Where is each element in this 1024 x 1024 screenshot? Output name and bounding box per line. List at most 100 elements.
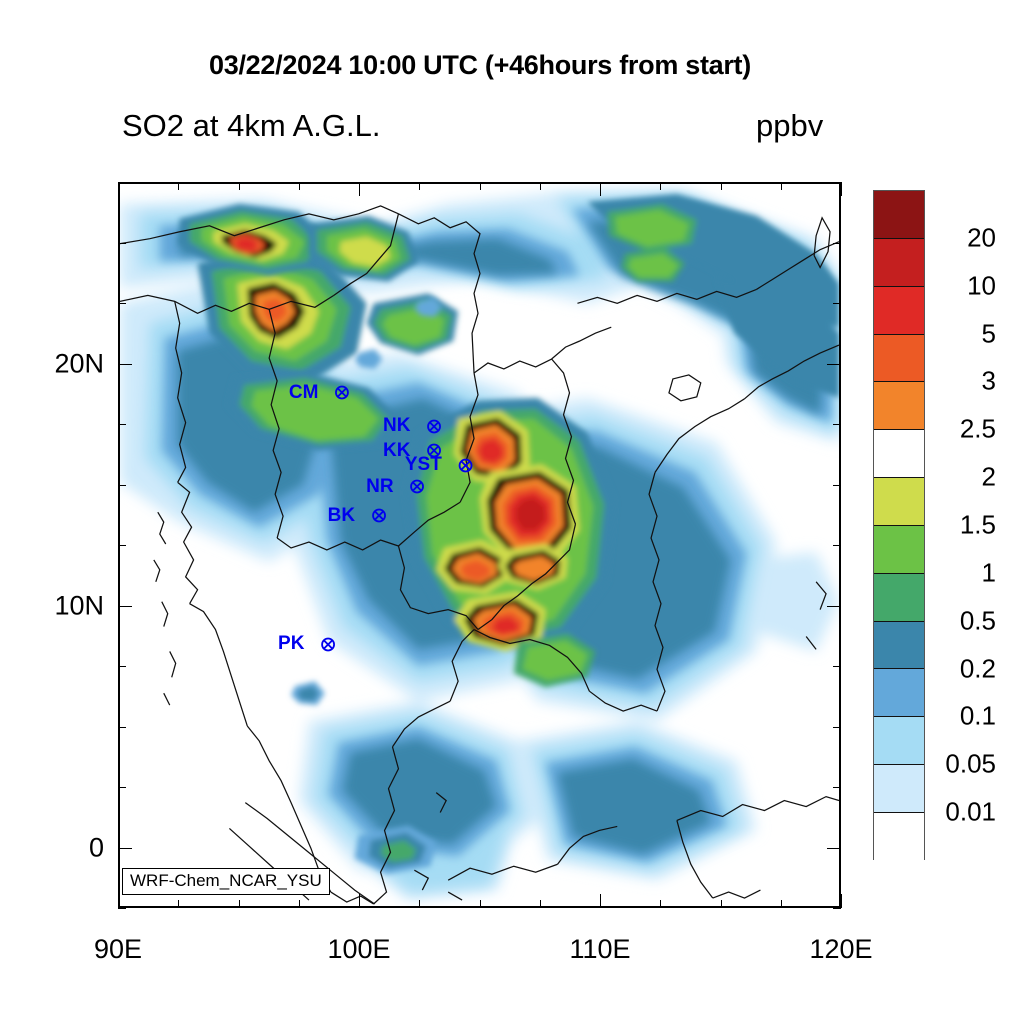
colorbar-tick-label: 10 [967, 270, 996, 301]
tick-mark [118, 243, 126, 244]
colorbar-tick-label: 2.5 [959, 413, 996, 444]
station-label: BK [327, 504, 356, 526]
station-label: KK [383, 439, 411, 461]
tick-mark [841, 894, 842, 908]
so2-contour-map [120, 188, 839, 905]
page-title: 03/22/2024 10:00 UTC (+46hours from star… [209, 50, 751, 80]
tick-mark [833, 908, 841, 909]
coastlines [120, 205, 839, 905]
crossed-circle-icon [410, 479, 425, 494]
plume-myanmar-north [177, 203, 329, 276]
tick-mark [359, 894, 360, 908]
colorbar-cell [874, 382, 924, 431]
plume-myanmar-south-arm [227, 370, 399, 451]
plume-minor-spots [291, 297, 443, 706]
tick-mark [178, 182, 179, 190]
colorbar-cell [874, 478, 924, 526]
colorbar-cell [874, 669, 924, 718]
station-marker-bk[interactable]: BK [327, 504, 386, 527]
crossed-circle-icon [320, 637, 335, 652]
colorbar-tick-label: 2 [981, 461, 996, 492]
station-marker-yst[interactable]: YST [404, 454, 473, 476]
tick-mark [118, 182, 119, 196]
tick-mark [540, 900, 541, 908]
tick-mark [833, 545, 841, 546]
tick-mark [540, 182, 541, 190]
tick-mark [239, 182, 240, 190]
station-label: NR [366, 475, 394, 497]
station-marker-cm[interactable]: CM [288, 381, 349, 404]
tick-mark [299, 182, 300, 190]
station-label: YST [404, 454, 442, 476]
tick-mark [299, 900, 300, 908]
plume-myanmar [197, 245, 367, 383]
crossed-circle-icon [426, 443, 441, 458]
crossed-circle-icon [334, 385, 349, 400]
station-marker-pk[interactable]: PK [278, 633, 335, 655]
tick-mark [118, 545, 126, 546]
tick-mark [721, 182, 722, 190]
station-marker-nr[interactable]: NR [366, 475, 425, 498]
tick-mark [118, 303, 126, 304]
tick-mark [833, 666, 841, 667]
tick-mark [118, 424, 126, 425]
tick-mark [118, 182, 126, 183]
tick-mark [118, 894, 119, 908]
colorbar-cell [874, 717, 924, 766]
crossed-circle-icon [371, 508, 386, 523]
tick-mark [833, 243, 841, 244]
tick-mark [480, 182, 481, 190]
x-tick-label: 100E [327, 934, 391, 964]
station-label: PK [278, 633, 305, 655]
station-marker-nk[interactable]: NK [383, 415, 441, 437]
unit-label: ppbv [756, 108, 824, 143]
tick-mark [600, 182, 601, 196]
tick-mark [833, 303, 841, 304]
tick-mark [118, 848, 132, 849]
tick-mark [600, 894, 601, 908]
colorbar-tick-label: 0.5 [959, 605, 996, 636]
colorbar-cell [874, 812, 924, 861]
tick-mark [118, 727, 126, 728]
colorbar-cell [874, 765, 924, 813]
tick-mark [833, 424, 841, 425]
tick-mark [118, 606, 132, 607]
map-plot-area[interactable] [118, 182, 841, 908]
model-tag: WRF-Chem_NCAR_YSU [122, 868, 330, 895]
plume-south-china-coast [587, 193, 839, 398]
plume-myanmar-east-arm [308, 215, 419, 282]
y-tick-label: 10N [54, 590, 104, 620]
tick-mark [419, 182, 420, 190]
tick-mark [660, 900, 661, 908]
tick-mark [178, 900, 179, 908]
colorbar-tick-label: 0.2 [959, 653, 996, 684]
colorbar-tick-label: 3 [981, 365, 996, 396]
tick-mark [827, 848, 841, 849]
colorbar-cell [874, 286, 924, 335]
tick-mark [359, 182, 360, 196]
colorbar-tick-label: 0.1 [959, 700, 996, 731]
tick-mark [781, 900, 782, 908]
colorbar-tick-label: 0.01 [945, 796, 996, 827]
station-marker-kk[interactable]: KK [383, 439, 441, 462]
tick-mark [833, 485, 841, 486]
colorbar[interactable] [873, 190, 925, 861]
y-tick-label: 0 [88, 832, 104, 862]
crossed-circle-icon [426, 419, 441, 434]
station-label: CM [288, 381, 319, 403]
tick-mark [118, 787, 126, 788]
field-title: SO2 at 4km A.G.L. [122, 108, 381, 143]
plume-singapore [354, 825, 437, 875]
colorbar-cell [874, 191, 924, 239]
plume-laos-vietnam [404, 397, 616, 688]
colorbar-tick-label: 1.5 [959, 509, 996, 540]
colorbar-tick-label: 20 [967, 222, 996, 253]
tick-mark [419, 900, 420, 908]
y-tick-label: 20N [54, 348, 104, 378]
crossed-circle-icon [458, 458, 473, 473]
tick-mark [833, 727, 841, 728]
tick-mark [118, 485, 126, 486]
colorbar-tick-label: 1 [981, 557, 996, 588]
plume-laos-thai-border [366, 293, 459, 356]
tick-mark [660, 182, 661, 190]
